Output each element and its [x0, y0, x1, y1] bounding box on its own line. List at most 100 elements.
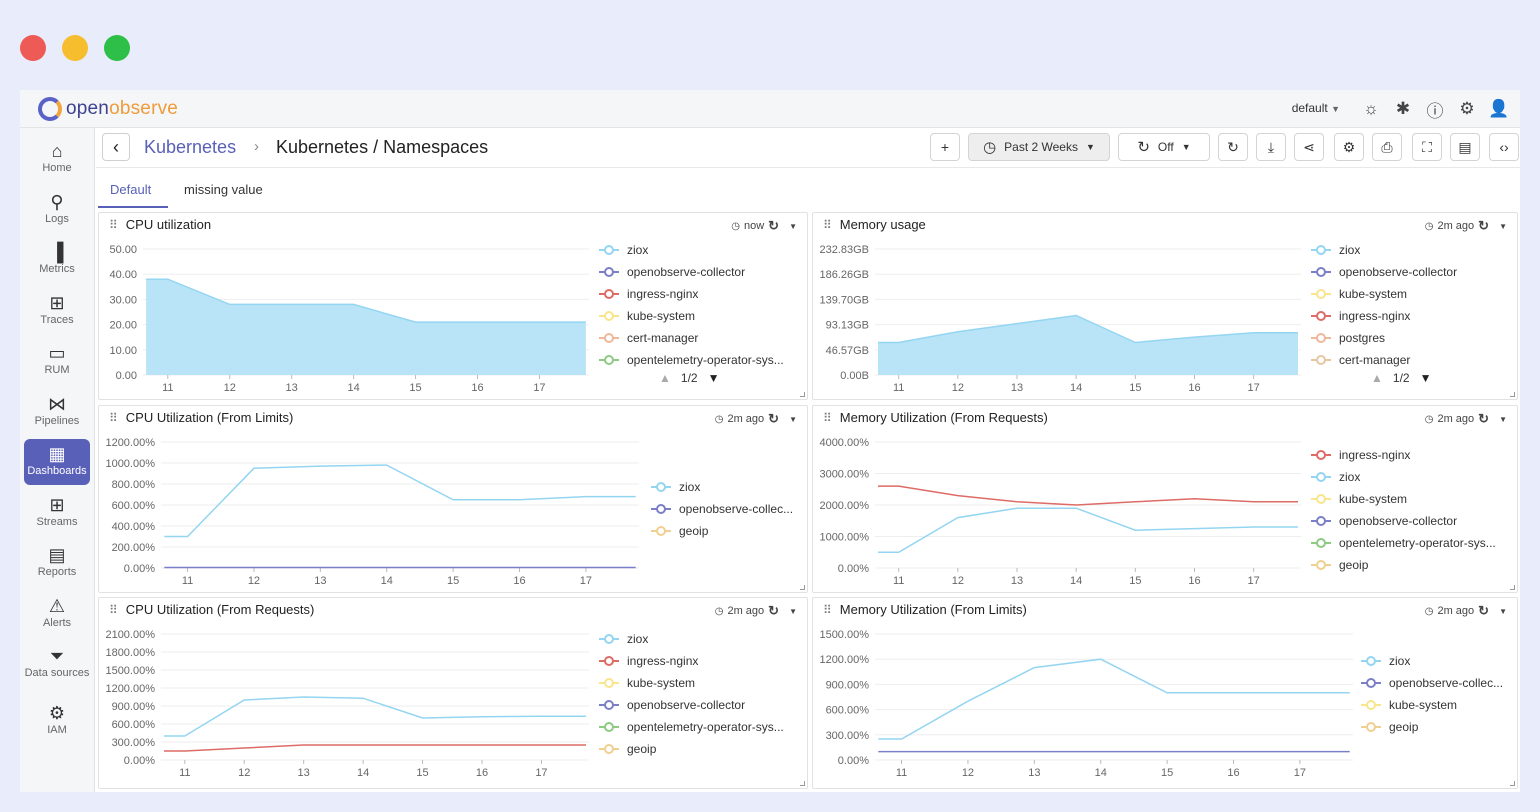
legend-item[interactable]: kube-system	[1361, 698, 1457, 712]
drag-handle-icon[interactable]: ⠿	[823, 411, 832, 425]
settings-icon[interactable]: ⚙	[1459, 99, 1475, 118]
sidebar-item-reports[interactable]: ▤ Reports	[24, 540, 90, 586]
series-area-ziox[interactable]	[878, 315, 1298, 376]
chart-svg[interactable]: 2100.00% 1800.00% 1500.00% 1200.00% 900.00% 6…	[99, 598, 593, 788]
legend-item[interactable]: ingress-nginx	[599, 287, 698, 301]
legend-item[interactable]: cert-manager	[1311, 353, 1410, 367]
legend-item[interactable]: openobserve-collec...	[1361, 676, 1503, 690]
legend-item[interactable]: openobserve-collector	[1311, 514, 1457, 528]
drag-handle-icon[interactable]: ⠿	[823, 218, 832, 232]
legend-item[interactable]: ziox	[1311, 470, 1360, 484]
legend-item[interactable]: ziox	[599, 243, 648, 257]
drag-handle-icon[interactable]: ⠿	[823, 603, 832, 617]
panel-menu-caret-icon[interactable]: ▼	[1499, 221, 1507, 231]
legend-item[interactable]: openobserve-collector	[599, 265, 745, 279]
series-line-ziox[interactable]	[878, 658, 1350, 740]
series-line-ingress-nginx[interactable]	[164, 744, 586, 752]
series-line-ziox[interactable]	[878, 507, 1298, 554]
sidebar-item-logs[interactable]: ⚲ Logs	[24, 187, 90, 233]
chart-svg[interactable]: 232.83GB 186.26GB 139.70GB 93.13GB 46.57GB 0.…	[813, 213, 1305, 399]
legend-item[interactable]: geoip	[651, 524, 708, 538]
sidebar-item-pipelines[interactable]: ⋈ Pipelines	[24, 389, 90, 435]
pager-up-icon[interactable]: ▲	[1371, 371, 1383, 385]
legend-item[interactable]: ingress-nginx	[599, 654, 698, 668]
legend-item[interactable]: kube-system	[599, 676, 695, 690]
refresh-button[interactable]: ↻	[1218, 133, 1248, 161]
breadcrumb-parent[interactable]: Kubernetes	[144, 137, 237, 157]
legend-item[interactable]: ziox	[1361, 654, 1410, 668]
close-dot[interactable]	[20, 35, 46, 61]
drag-handle-icon[interactable]: ⠿	[109, 603, 118, 617]
legend-item[interactable]: kube-system	[599, 309, 695, 323]
refresh-icon[interactable]: ↻	[1478, 411, 1490, 426]
series-line-ziox[interactable]	[146, 278, 586, 323]
series-line-ingress-nginx[interactable]	[878, 485, 1298, 506]
legend-item[interactable]: opentelemetry-operator-sys...	[599, 353, 784, 367]
pager-down-icon[interactable]: ▼	[1419, 371, 1432, 385]
legend-item[interactable]: geoip	[599, 742, 656, 756]
sun-icon[interactable]: ☼	[1363, 99, 1379, 118]
sidebar-item-rum[interactable]: ▭ RUM	[24, 338, 90, 384]
legend-item[interactable]: ziox	[651, 480, 700, 494]
sidebar-item-iam[interactable]: ⚙ IAM	[24, 698, 90, 744]
json-button[interactable]: ‹›	[1489, 133, 1519, 161]
pager-up-icon[interactable]: ▲	[659, 371, 671, 385]
sidebar-item-data-sources[interactable]: ⏷ Data sources	[24, 641, 90, 691]
user-icon[interactable]: 👤	[1488, 99, 1510, 118]
share-button[interactable]: ⋖	[1294, 133, 1324, 161]
sidebar-item-metrics[interactable]: ▐ Metrics	[24, 237, 90, 283]
tab-default[interactable]: Default	[110, 182, 152, 197]
chart-svg[interactable]: 1500.00% 1200.00% 900.00% 600.00% 300.00% 0.0…	[813, 598, 1357, 788]
legend-item[interactable]: kube-system	[1311, 492, 1407, 506]
legend-item[interactable]: ingress-nginx	[1311, 448, 1410, 462]
help-icon[interactable]: ⓘ	[1426, 101, 1444, 121]
panel-menu-caret-icon[interactable]: ▼	[789, 221, 797, 231]
legend-item[interactable]: postgres	[1311, 331, 1385, 345]
panel-menu-caret-icon[interactable]: ▼	[1499, 606, 1507, 616]
legend-item[interactable]: geoip	[1361, 720, 1418, 734]
chart-svg[interactable]: 1200.00% 1000.00% 800.00% 600.00% 400.00% 200…	[99, 406, 643, 592]
refresh-icon[interactable]: ↻	[768, 218, 780, 233]
series-line-ziox[interactable]	[878, 314, 1298, 344]
panel-menu-caret-icon[interactable]: ▼	[789, 414, 797, 424]
legend-item[interactable]: opentelemetry-operator-sys...	[599, 720, 784, 734]
sidebar-item-home[interactable]: ⌂ Home	[24, 136, 90, 182]
add-panel-button[interactable]: +	[930, 133, 960, 161]
fullscreen-button[interactable]: ⛶	[1412, 133, 1442, 161]
series-area-ziox[interactable]	[146, 279, 586, 375]
legend-item[interactable]: geoip	[1311, 558, 1368, 572]
legend-item[interactable]: openobserve-collector	[1311, 265, 1457, 279]
org-selector[interactable]: default ▼	[1292, 101, 1340, 115]
pager-down-icon[interactable]: ▼	[707, 371, 720, 385]
time-range-picker[interactable]: ◷ Past 2 Weeks ▼	[968, 133, 1110, 161]
minimize-dot[interactable]	[62, 35, 88, 61]
refresh-icon[interactable]: ↻	[1478, 218, 1490, 233]
zoom-dot[interactable]	[104, 35, 130, 61]
legend-item[interactable]: ziox	[1311, 243, 1360, 257]
legend-item[interactable]: cert-manager	[599, 331, 698, 345]
sidebar-item-alerts[interactable]: ⚠ Alerts	[24, 591, 90, 637]
logo[interactable]: openobserve	[38, 96, 178, 122]
series-line-ziox[interactable]	[164, 696, 586, 737]
resize-handle-icon[interactable]	[1510, 585, 1515, 590]
resize-handle-icon[interactable]	[1510, 781, 1515, 786]
sidebar-item-dashboards[interactable]: ▦ Dashboards	[24, 439, 90, 485]
chart-svg[interactable]: 4000.00% 3000.00% 2000.00% 1000.00% 0.00% 11 1…	[813, 406, 1305, 592]
refresh-icon[interactable]: ↻	[768, 411, 780, 426]
refresh-interval-picker[interactable]: ↻ Off ▼	[1118, 133, 1210, 161]
panel-menu-caret-icon[interactable]: ▼	[1499, 414, 1507, 424]
slack-icon[interactable]: ✱	[1395, 99, 1411, 118]
resize-handle-icon[interactable]	[800, 781, 805, 786]
drag-handle-icon[interactable]: ⠿	[109, 411, 118, 425]
chart-svg[interactable]: 50.00 40.00 30.00 20.00 10.00 0.00 11 12 13 14 15 1…	[99, 213, 593, 399]
resize-handle-icon[interactable]	[1510, 392, 1515, 397]
drag-handle-icon[interactable]: ⠿	[109, 218, 118, 232]
legend-item[interactable]: opentelemetry-operator-sys...	[1311, 536, 1496, 550]
refresh-icon[interactable]: ↻	[1478, 603, 1490, 618]
refresh-icon[interactable]: ↻	[768, 603, 780, 618]
legend-item[interactable]: ingress-nginx	[1311, 309, 1410, 323]
panel-menu-caret-icon[interactable]: ▼	[789, 606, 797, 616]
download-button[interactable]: ⤓	[1256, 133, 1286, 161]
resize-handle-icon[interactable]	[800, 392, 805, 397]
legend-item[interactable]: kube-system	[1311, 287, 1407, 301]
